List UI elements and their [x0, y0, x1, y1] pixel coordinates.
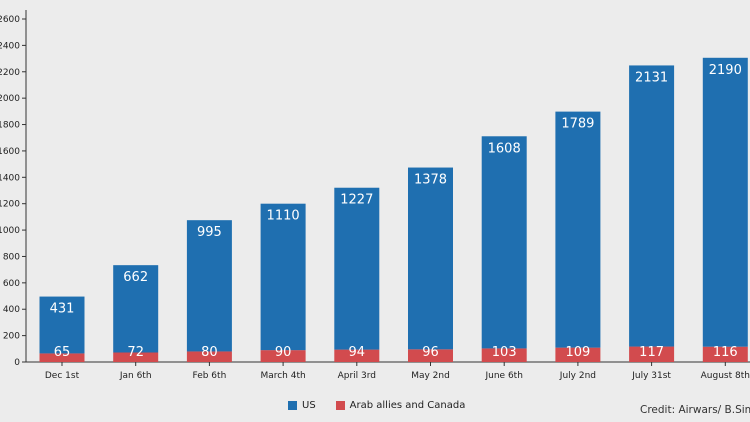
y-tick-label-1200: 1200 — [0, 200, 20, 210]
legend-item-us: US — [288, 400, 316, 411]
y-tick-label-200: 200 — [3, 332, 20, 342]
label-us-8: 2131 — [635, 70, 668, 85]
category-label-2: Feb 6th — [193, 371, 227, 381]
category-label-1: Jan 6th — [119, 371, 152, 381]
label-allies-7: 109 — [565, 345, 590, 360]
bar-us-5 — [408, 168, 453, 350]
label-us-0: 431 — [50, 302, 75, 317]
category-label-6: June 6th — [484, 371, 522, 381]
y-tick-label-2600: 2600 — [0, 15, 20, 25]
bar-us-7 — [555, 112, 600, 348]
bar-us-8 — [629, 65, 674, 346]
label-allies-9: 116 — [713, 345, 738, 360]
label-us-1: 662 — [123, 270, 148, 285]
credit-text: Credit: Airwars/ B.Sim — [640, 404, 750, 416]
label-us-5: 1378 — [414, 173, 447, 188]
bar-us-4 — [334, 188, 379, 350]
label-allies-1: 72 — [127, 345, 144, 360]
y-tick-label-1000: 1000 — [0, 226, 20, 236]
label-allies-6: 103 — [492, 345, 517, 360]
label-us-6: 1608 — [488, 141, 521, 156]
legend-swatch-us — [288, 401, 297, 410]
legend-label-allies: Arab allies and Canada — [350, 400, 466, 411]
label-us-3: 1110 — [267, 209, 300, 224]
y-tick-label-0: 0 — [14, 358, 20, 368]
y-tick-label-1400: 1400 — [0, 173, 20, 183]
legend-label-us: US — [302, 400, 316, 411]
label-us-7: 1789 — [561, 117, 594, 132]
label-allies-8: 117 — [639, 345, 664, 360]
y-tick-label-600: 600 — [3, 279, 20, 289]
label-allies-3: 90 — [275, 345, 292, 360]
label-us-4: 1227 — [340, 193, 373, 208]
stacked-bar-chart: 0 200 400 600 800 1000 1200 1400 1600 1800 2000 220… — [0, 0, 750, 422]
label-us-9: 2190 — [709, 63, 742, 78]
legend-item-allies: Arab allies and Canada — [336, 400, 466, 411]
bar-us-6 — [482, 136, 527, 348]
bar-us-9 — [703, 58, 748, 347]
category-label-3: March 4th — [260, 371, 305, 381]
y-tick-label-2200: 2200 — [0, 68, 20, 78]
y-tick-label-800: 800 — [3, 252, 20, 262]
y-tick-label-1800: 1800 — [0, 121, 20, 131]
category-label-7: July 2nd — [559, 371, 596, 381]
label-allies-0: 65 — [54, 345, 71, 360]
y-tick-label-400: 400 — [3, 305, 20, 315]
category-label-4: April 3rd — [338, 371, 376, 381]
label-allies-4: 94 — [349, 345, 366, 360]
legend-swatch-allies — [336, 401, 345, 410]
category-label-0: Dec 1st — [45, 371, 80, 381]
legend: US Arab allies and Canada — [288, 400, 479, 411]
label-allies-5: 96 — [422, 345, 439, 360]
category-label-5: May 2nd — [411, 371, 450, 381]
y-tick-label-2000: 2000 — [0, 94, 20, 104]
y-tick-label-1600: 1600 — [0, 147, 20, 157]
category-label-8: July 31st — [631, 371, 671, 381]
label-us-2: 995 — [197, 225, 222, 240]
bar-us-3 — [261, 204, 306, 350]
label-allies-2: 80 — [201, 345, 218, 360]
y-tick-label-2400: 2400 — [0, 41, 20, 51]
category-label-9: August 8th — [701, 371, 750, 381]
